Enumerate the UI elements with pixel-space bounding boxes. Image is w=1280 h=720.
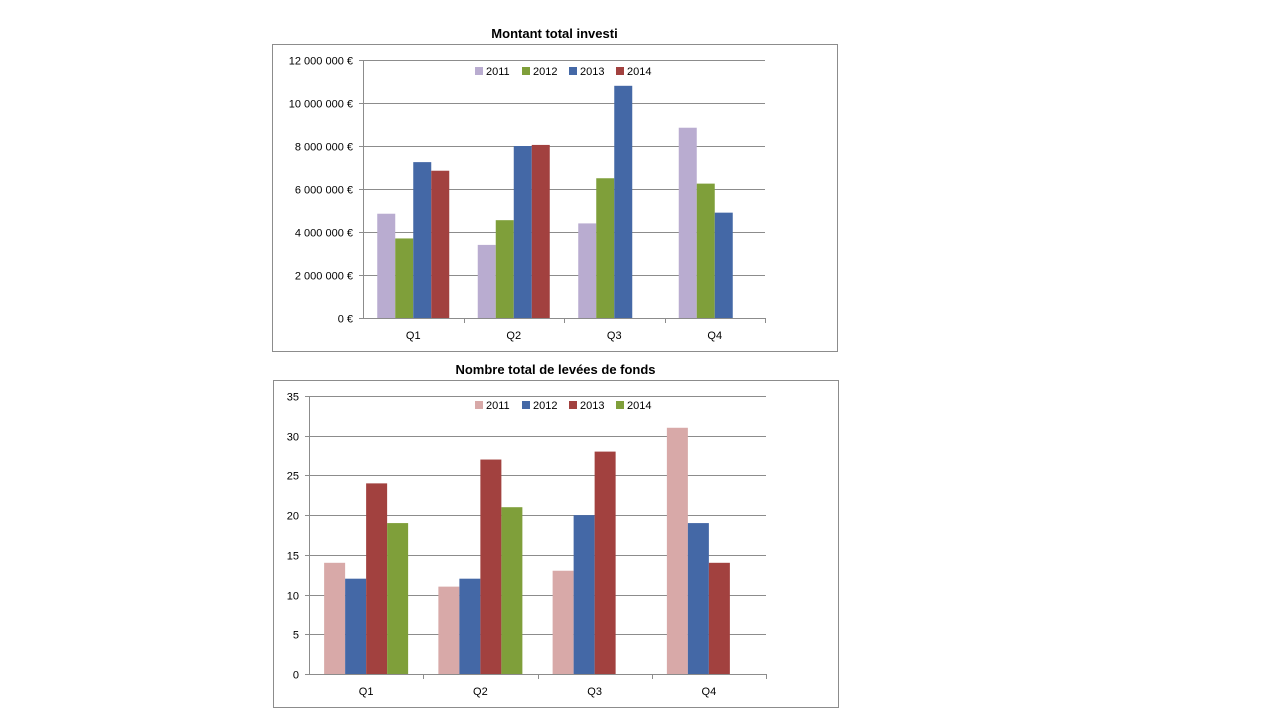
legend-swatch-2012 [522, 67, 530, 75]
legend-label-2014: 2014 [627, 400, 651, 412]
bar-2012-Q1 [345, 578, 367, 674]
legend-label-2012: 2012 [533, 400, 557, 412]
bar-2011-Q2 [477, 244, 496, 318]
bar-2012-Q4 [696, 183, 715, 318]
bar-2013-Q4 [714, 212, 733, 318]
legend-swatch-2012 [522, 401, 530, 409]
x-tick-label: Q3 [607, 330, 622, 342]
bar-2011-Q4 [678, 127, 697, 318]
x-tick-label: Q1 [359, 686, 374, 698]
bar-2014-Q1 [387, 523, 409, 674]
bar-2014-Q2 [501, 507, 523, 674]
y-tick-label: 10 000 000 € [289, 99, 353, 111]
chart-title-amount: Montant total investi [491, 26, 618, 41]
y-tick-label: 25 [287, 471, 299, 483]
bar-2013-Q2 [513, 146, 532, 318]
x-tick-label: Q4 [702, 686, 717, 698]
legend-label-2013: 2013 [580, 400, 604, 412]
legend-label-2011: 2011 [486, 66, 510, 78]
y-tick-label: 15 [287, 551, 299, 563]
legend-label-2011: 2011 [486, 400, 510, 412]
x-tick-label: Q3 [587, 686, 602, 698]
x-tick-label: Q1 [406, 330, 421, 342]
legend-label-2013: 2013 [580, 66, 604, 78]
y-tick-label: 0 € [338, 314, 353, 326]
bar-2012-Q3 [573, 515, 595, 674]
bar-2011-Q1 [377, 213, 396, 318]
legend-swatch-2014 [616, 67, 624, 75]
bar-2013-Q1 [366, 483, 388, 674]
legend-swatch-2013 [569, 67, 577, 75]
bar-2014-Q1 [431, 170, 450, 318]
y-tick-label: 35 [287, 392, 299, 404]
bar-2011-Q3 [578, 223, 597, 318]
y-tick-label: 4 000 000 € [295, 228, 353, 240]
y-tick-label: 10 [287, 591, 299, 603]
bar-2013-Q3 [594, 451, 616, 674]
bar-2012-Q1 [395, 238, 414, 318]
bar-2011-Q1 [324, 562, 346, 674]
y-tick-label: 2 000 000 € [295, 271, 353, 283]
y-tick-label: 6 000 000 € [295, 185, 353, 197]
bar-2013-Q4 [708, 562, 730, 674]
bar-2013-Q2 [480, 459, 502, 674]
legend-label-2014: 2014 [627, 66, 651, 78]
legend-label-2012: 2012 [533, 66, 557, 78]
x-tick-label: Q4 [707, 330, 722, 342]
bar-2013-Q1 [413, 162, 432, 318]
chart-title-count: Nombre total de levées de fonds [455, 362, 656, 377]
y-tick-label: 5 [293, 630, 299, 642]
y-tick-label: 20 [287, 511, 299, 523]
x-tick-label: Q2 [473, 686, 488, 698]
bar-2012-Q4 [687, 523, 709, 674]
legend-swatch-2013 [569, 401, 577, 409]
bar-2014-Q2 [531, 144, 550, 318]
bar-2011-Q3 [552, 570, 574, 674]
bar-2011-Q4 [666, 427, 688, 674]
x-tick-label: Q2 [506, 330, 521, 342]
legend-swatch-2011 [475, 67, 483, 75]
bar-2013-Q3 [614, 85, 633, 318]
y-tick-label: 0 [293, 670, 299, 682]
bar-2012-Q2 [495, 220, 514, 318]
y-tick-label: 30 [287, 432, 299, 444]
bar-2012-Q2 [459, 578, 481, 674]
chart-frame [272, 44, 838, 352]
legend-swatch-2014 [616, 401, 624, 409]
bar-2011-Q2 [438, 586, 460, 674]
bar-2012-Q3 [596, 178, 615, 318]
y-tick-label: 8 000 000 € [295, 142, 353, 154]
y-tick-label: 12 000 000 € [289, 56, 353, 68]
legend-swatch-2011 [475, 401, 483, 409]
